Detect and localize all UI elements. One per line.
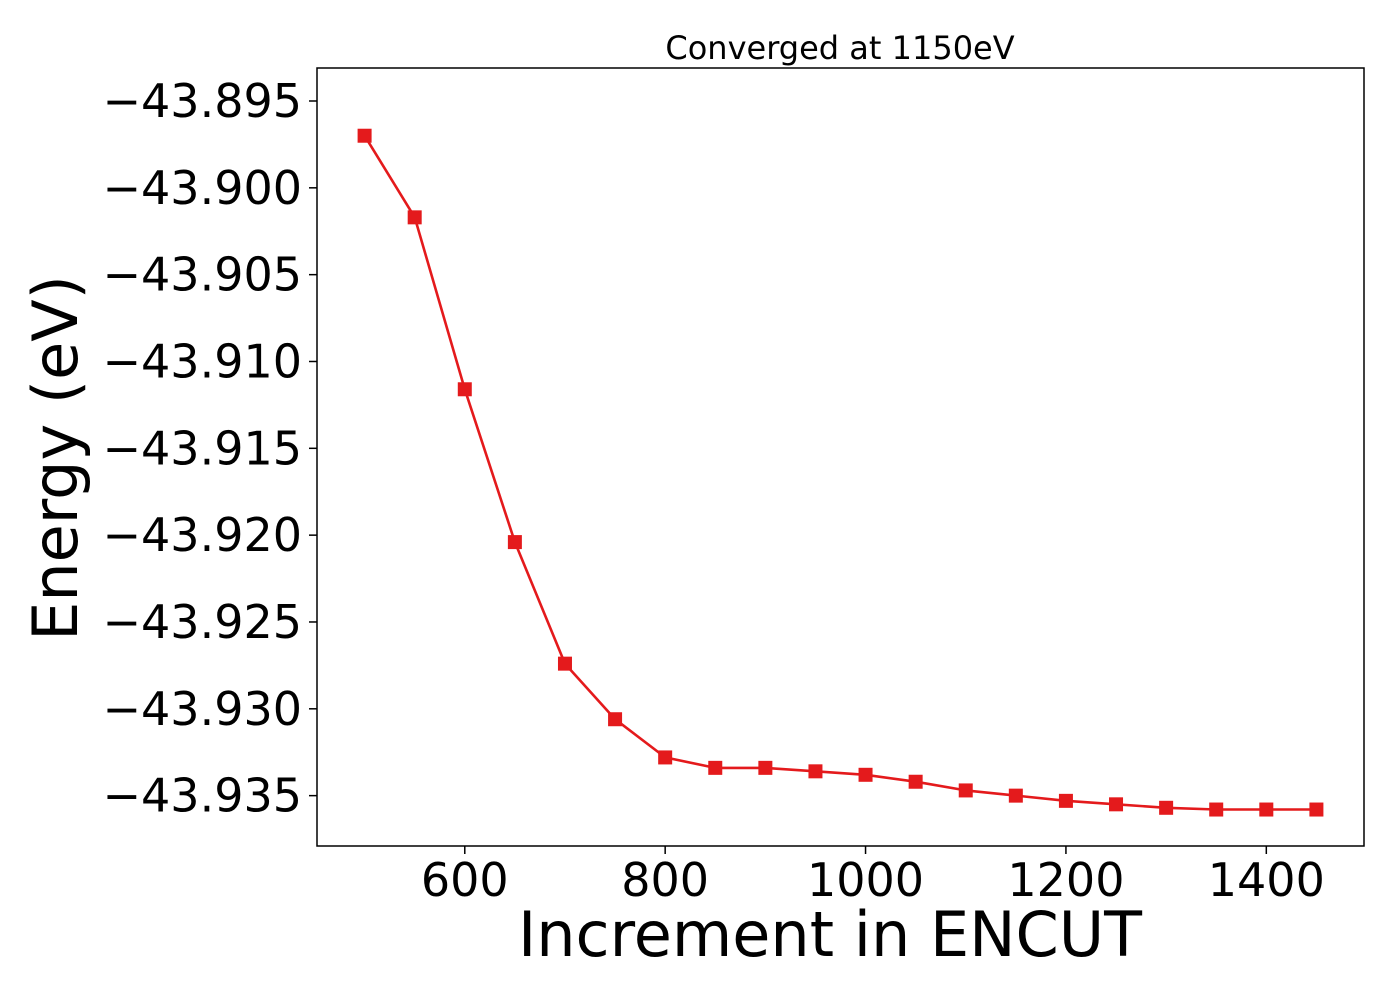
y-tick-label: −43.930	[103, 682, 303, 736]
data-point-marker	[1209, 802, 1224, 817]
series-layer	[357, 128, 1324, 817]
x-axis-ticks: 600 800 1000 1200 1400	[421, 846, 1325, 907]
chart-title: Converged at 1150eV	[665, 29, 1014, 67]
data-point-marker	[608, 712, 623, 727]
data-point-marker	[357, 128, 372, 143]
data-point-marker	[1008, 788, 1023, 803]
data-point-marker	[708, 760, 723, 775]
y-axis-label: Energy (eV)	[19, 275, 92, 641]
data-point-marker	[1259, 802, 1274, 817]
data-point-marker	[557, 656, 572, 671]
data-point-marker	[908, 774, 923, 789]
x-axis-label: Increment in ENCUT	[518, 898, 1143, 971]
data-point-marker	[407, 210, 422, 225]
x-tick-label: 1200	[1007, 853, 1124, 907]
data-point-marker	[1109, 797, 1124, 812]
y-tick-label: −43.910	[103, 334, 303, 388]
data-point-marker	[1159, 800, 1174, 815]
data-point-marker	[958, 783, 973, 798]
x-tick-label: 1400	[1208, 853, 1325, 907]
y-tick-label: −43.935	[103, 769, 303, 823]
x-tick-label: 800	[621, 853, 709, 907]
data-point-marker	[1058, 793, 1073, 808]
series-line	[363, 135, 1317, 811]
y-tick-label: −43.920	[103, 508, 303, 562]
data-point-marker	[808, 764, 823, 779]
x-tick-label: 1000	[807, 853, 924, 907]
y-tick-label: −43.925	[103, 595, 303, 649]
y-axis-ticks: −43.895 −43.900 −43.905 −43.910 −43.915 −43.9…	[103, 74, 317, 823]
data-point-marker	[1309, 802, 1324, 817]
x-tick-label: 600	[421, 853, 509, 907]
data-point-marker	[758, 760, 773, 775]
y-tick-label: −43.900	[103, 161, 303, 215]
data-point-marker	[858, 767, 873, 782]
data-point-marker	[457, 382, 472, 397]
plot-area-frame	[316, 67, 1365, 847]
y-tick-label: −43.905	[103, 248, 303, 302]
y-tick-label: −43.895	[103, 74, 303, 128]
data-point-marker	[507, 535, 522, 550]
y-tick-label: −43.915	[103, 421, 303, 475]
data-point-marker	[658, 750, 673, 765]
